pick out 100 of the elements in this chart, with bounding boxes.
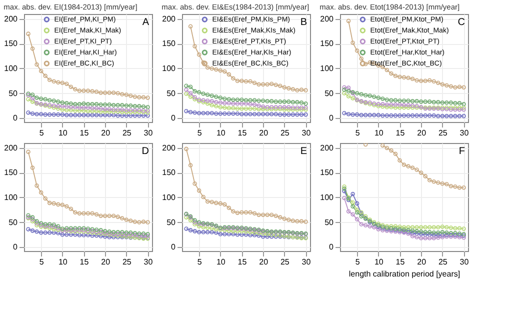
point [389, 71, 394, 76]
point [260, 104, 266, 109]
point [34, 96, 39, 100]
point [188, 94, 193, 99]
point [137, 95, 142, 100]
point [418, 225, 424, 230]
point [240, 232, 244, 237]
point [205, 230, 210, 234]
x-tick-label: 10 [374, 258, 384, 266]
point [444, 230, 449, 235]
point [86, 88, 90, 93]
point [30, 166, 35, 170]
point [116, 214, 120, 219]
point [278, 215, 282, 220]
annotation: F [458, 146, 465, 157]
point [90, 106, 94, 110]
x-tick-label: 5 [39, 258, 44, 266]
point [240, 78, 244, 84]
x-tick-label: 30 [144, 258, 154, 266]
point [423, 113, 428, 118]
point [248, 230, 252, 234]
point [346, 86, 351, 90]
point [94, 90, 99, 94]
point [354, 201, 360, 206]
point [90, 108, 94, 114]
y-tick-label: 200 [4, 143, 18, 152]
point [427, 232, 432, 237]
point [244, 102, 248, 106]
point [82, 112, 86, 118]
point [448, 226, 454, 230]
y-tick-label: 200 [320, 143, 334, 152]
y-tick-label: 50 [8, 218, 18, 227]
y-tick-label: 150 [162, 39, 176, 48]
point [210, 99, 214, 104]
point [214, 67, 218, 72]
point [265, 212, 270, 217]
point [196, 224, 202, 228]
point [231, 209, 236, 214]
point [231, 111, 236, 116]
point [188, 91, 193, 96]
point [265, 234, 270, 239]
point [274, 112, 278, 116]
point [453, 184, 458, 189]
point [393, 74, 398, 78]
point [354, 210, 360, 214]
point [453, 101, 458, 106]
point [448, 84, 454, 88]
point [98, 214, 103, 218]
point [120, 92, 124, 96]
point [38, 96, 44, 101]
point [231, 102, 236, 106]
point [98, 106, 103, 111]
point [423, 232, 428, 237]
point [60, 100, 65, 105]
point [406, 113, 410, 118]
point [453, 85, 458, 90]
point [102, 106, 108, 112]
point [196, 110, 202, 116]
point [359, 112, 364, 118]
y-tick-label: 0 [13, 242, 18, 252]
point [107, 112, 112, 118]
point [107, 214, 112, 218]
point [248, 112, 252, 116]
point [402, 103, 406, 108]
point [389, 98, 394, 102]
point [414, 99, 419, 104]
point [60, 232, 65, 237]
point [389, 105, 394, 110]
point [192, 229, 197, 234]
point [201, 194, 206, 200]
point [196, 230, 202, 234]
point [398, 158, 402, 162]
point [226, 232, 232, 236]
x-tick-label: 25 [122, 128, 132, 138]
point [64, 82, 69, 86]
point [68, 84, 74, 89]
point [201, 225, 206, 230]
y-tick-label: 50 [166, 218, 176, 227]
point [222, 111, 227, 116]
point [384, 102, 390, 107]
point [188, 163, 193, 168]
point [47, 78, 52, 82]
point [448, 100, 454, 105]
point [414, 78, 419, 83]
point [252, 106, 257, 111]
point [102, 112, 108, 118]
point [432, 225, 436, 230]
point [359, 56, 364, 61]
point [290, 112, 296, 117]
point [252, 98, 257, 102]
x-tick-label: 15 [238, 258, 248, 266]
point [354, 48, 360, 53]
point [86, 112, 90, 118]
point [218, 100, 223, 105]
y-tick-label: 200 [162, 14, 176, 24]
point [359, 92, 364, 96]
point [231, 232, 236, 236]
point [248, 233, 252, 238]
point [244, 98, 248, 102]
x-tick-label: 5 [355, 258, 360, 266]
